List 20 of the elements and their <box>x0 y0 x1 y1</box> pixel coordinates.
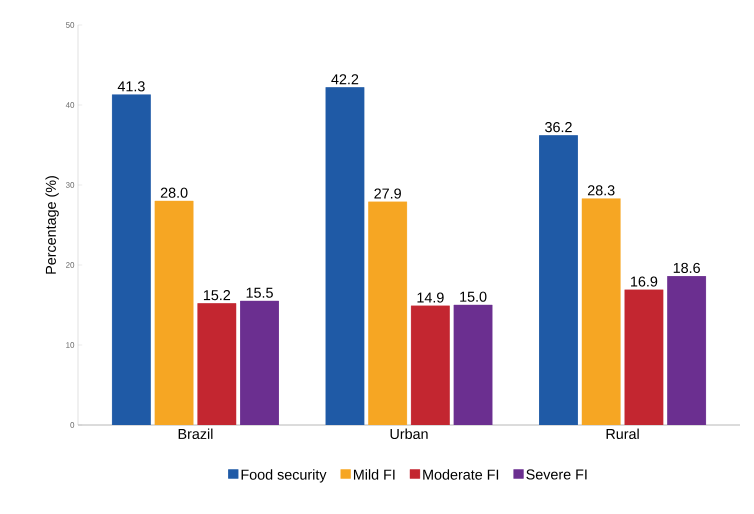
legend-label: Moderate FI <box>423 469 498 480</box>
data-label: 36.2 <box>545 122 572 132</box>
x-tick-label: Urban <box>390 428 428 440</box>
data-label: 41.3 <box>118 81 145 92</box>
data-label: 15.5 <box>246 288 273 298</box>
legend-label: Mild FI <box>354 469 394 480</box>
data-label: 42.2 <box>331 74 358 84</box>
legend-label: Food security <box>242 469 326 483</box>
x-tick-label: Rural <box>606 428 639 440</box>
data-label: 14.9 <box>417 292 444 303</box>
data-label: 15.2 <box>204 290 230 300</box>
data-label: 27.9 <box>374 188 401 199</box>
x-tick-label: Brazil <box>178 428 212 440</box>
data-label: 15.0 <box>460 292 486 302</box>
data-label: 16.9 <box>631 276 658 287</box>
data-label: 18.6 <box>674 262 700 274</box>
legend-label: Severe FI <box>526 469 587 480</box>
data-label: 28.0 <box>160 188 188 198</box>
data-label: 28.3 <box>588 185 615 196</box>
y-axis-title: Percentage (%) <box>45 176 59 274</box>
